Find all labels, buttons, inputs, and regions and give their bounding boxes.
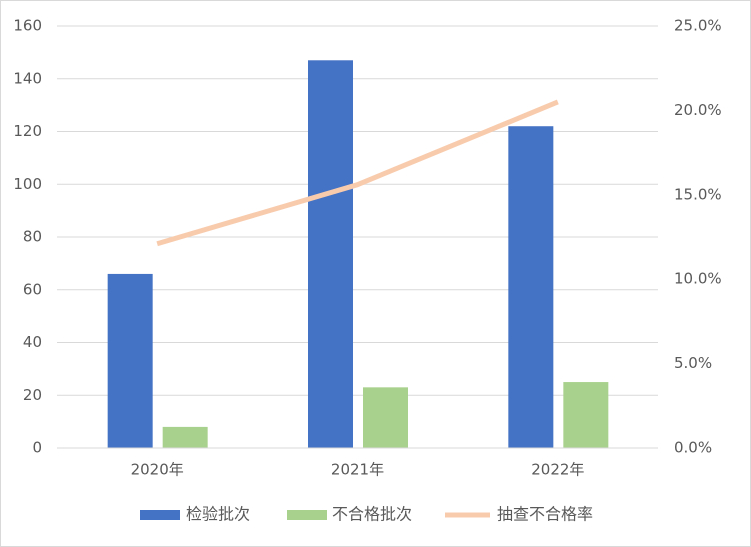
x-tick-label: 2021年 — [331, 461, 384, 479]
x-tick-label: 2020年 — [131, 461, 184, 479]
x-tick-label: 2022年 — [531, 461, 584, 479]
y-tick-label: 100 — [13, 175, 42, 193]
y-tick-label: 60 — [23, 280, 42, 298]
y2-tick-label: 10.0% — [674, 270, 722, 288]
y2-tick-label: 0.0% — [674, 439, 712, 457]
bar — [308, 60, 353, 448]
y-tick-label: 40 — [23, 333, 42, 351]
y-tick-label: 20 — [23, 386, 42, 404]
legend-label: 不合格批次 — [332, 505, 412, 524]
y2-tick-label: 20.0% — [674, 101, 722, 119]
line — [156, 99, 559, 247]
y2-tick-label: 25.0% — [674, 17, 722, 35]
bar — [107, 273, 153, 448]
bar — [508, 126, 554, 448]
y-tick-label: 80 — [23, 228, 42, 246]
y2-tick-label: 5.0% — [674, 354, 712, 372]
legend-label: 检验批次 — [186, 505, 250, 524]
bar — [563, 382, 609, 448]
legend-label: 抽查不合格率 — [497, 505, 593, 524]
bar — [363, 387, 408, 448]
legend-swatch — [140, 510, 180, 520]
y-tick-label: 140 — [13, 69, 42, 87]
y-tick-label: 0 — [32, 439, 42, 457]
y2-tick-label: 15.0% — [674, 185, 722, 203]
legend-swatch — [287, 510, 327, 520]
y-tick-label: 160 — [13, 17, 42, 35]
y-tick-label: 120 — [13, 122, 42, 140]
bar — [162, 426, 208, 448]
